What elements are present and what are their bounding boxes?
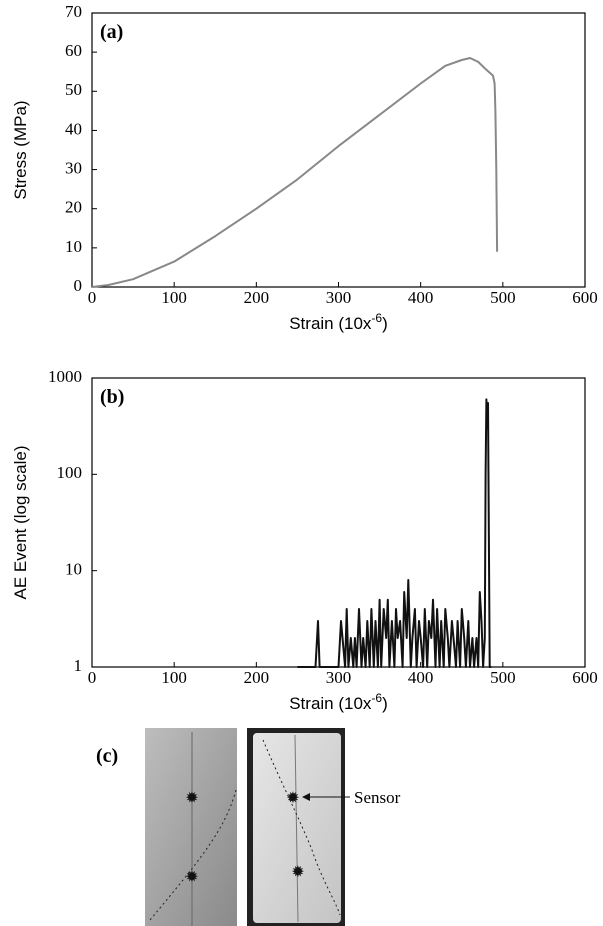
- x-tick-label: 600: [572, 668, 598, 687]
- photo-specimen-2: [253, 733, 341, 923]
- x-axis-label-part: ): [382, 694, 388, 713]
- x-tick-label: 0: [88, 288, 97, 307]
- x-tick-label: 0: [88, 668, 97, 687]
- data-line: [91, 57, 499, 288]
- sensor-marker: ✹: [185, 790, 198, 807]
- x-axis-label-part: Strain (10x: [289, 694, 372, 713]
- plot-frame: [91, 12, 586, 288]
- sensor-marker: ✹: [291, 864, 304, 881]
- x-tick-label: 600: [572, 288, 598, 307]
- y-tick-label: 0: [74, 276, 83, 295]
- x-tick-label: 200: [244, 668, 270, 687]
- y-tick-label: 10: [65, 237, 82, 256]
- x-tick-label: 300: [326, 288, 352, 307]
- photo-line: [294, 734, 299, 923]
- arrow-head: [302, 793, 310, 801]
- x-axis-label: Strain (10x-6): [289, 691, 388, 713]
- panel-label: (b): [100, 386, 124, 408]
- annotation: Sensor: [354, 788, 401, 807]
- y-axis-label: AE Event (log scale): [11, 445, 30, 599]
- data-line: [297, 398, 492, 668]
- y-tick-label: 30: [65, 158, 82, 177]
- x-tick-label: 300: [326, 668, 352, 687]
- x-tick-label: 500: [490, 668, 516, 687]
- y-tick-label: 50: [65, 80, 82, 99]
- panel-label: (c): [96, 745, 118, 767]
- y-tick-label: 100: [57, 463, 83, 482]
- x-axis-label-part: Strain (10x: [289, 314, 372, 333]
- photo-specimen-1: [145, 728, 237, 926]
- plot-frame: [91, 377, 586, 668]
- x-axis-label-part: -6: [371, 311, 382, 325]
- x-axis-label: Strain (10x-6): [289, 311, 388, 333]
- photo-panel: (c) ✹ ✹ ✹ ✹ Sensor: [96, 728, 401, 926]
- sensor-marker: ✹: [286, 790, 299, 807]
- panel-label: (a): [100, 21, 123, 43]
- x-tick-label: 200: [244, 288, 270, 307]
- x-axis-label-part: -6: [371, 691, 382, 705]
- y-tick-label: 40: [65, 119, 82, 138]
- y-tick-label: 70: [65, 2, 82, 21]
- x-axis-label-part: ): [382, 314, 388, 333]
- y-tick-label: 20: [65, 198, 82, 217]
- x-tick-label: 100: [161, 668, 187, 687]
- y-tick-label: 60: [65, 41, 82, 60]
- y-axis-label: Stress (MPa): [11, 100, 30, 199]
- x-tick-label: 500: [490, 288, 516, 307]
- y-tick-label: 1000: [48, 367, 82, 386]
- sensor-marker: ✹: [185, 869, 198, 886]
- x-tick-label: 100: [161, 288, 187, 307]
- x-tick-label: 400: [408, 668, 434, 687]
- crack-path: [262, 739, 341, 916]
- y-tick-label: 1: [74, 656, 83, 675]
- crack-path: [149, 789, 237, 921]
- y-tick-label: 10: [65, 560, 82, 579]
- x-tick-label: 400: [408, 288, 434, 307]
